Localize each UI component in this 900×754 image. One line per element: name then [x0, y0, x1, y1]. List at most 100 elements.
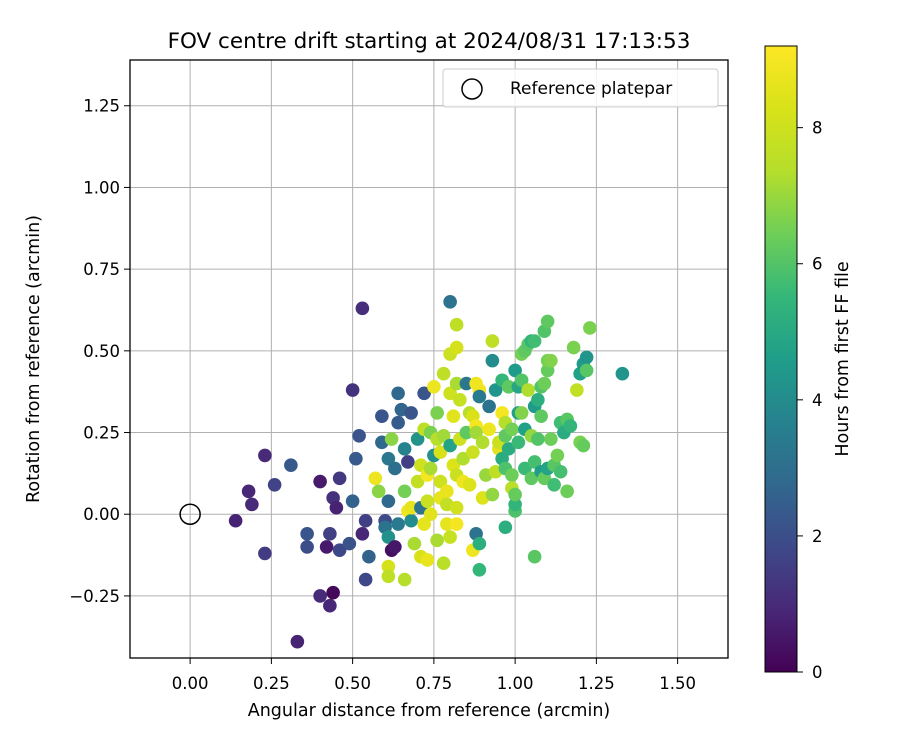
- data-point: [362, 549, 376, 564]
- data-point: [469, 425, 483, 440]
- y-tick-label: −0.25: [69, 587, 120, 606]
- data-point: [430, 533, 444, 548]
- data-point: [456, 451, 470, 466]
- data-point: [397, 442, 412, 456]
- data-point: [267, 478, 282, 492]
- data-point: [433, 445, 448, 459]
- data-point: [511, 435, 526, 450]
- colorbar-label: Hours from first FF file: [833, 261, 853, 456]
- data-point: [388, 461, 402, 476]
- y-tick-label: 0.50: [83, 342, 120, 361]
- colorbar-ticks: 0 2 4 6 8: [797, 119, 823, 682]
- legend-box: [442, 68, 719, 108]
- data-point: [329, 500, 344, 515]
- data-point: [420, 494, 435, 508]
- data-point: [410, 474, 425, 489]
- colorbar: 0 2 4 6 8 Hours from first FF file: [764, 45, 853, 682]
- data-point: [459, 376, 474, 391]
- data-point: [352, 428, 366, 443]
- data-point: [358, 572, 373, 587]
- y-tick-label: 0.25: [83, 424, 120, 443]
- data-point: [472, 562, 487, 577]
- chart-title: FOV centre drift starting at 2024/08/31 …: [168, 29, 691, 54]
- data-point: [560, 484, 574, 499]
- data-point: [284, 458, 298, 473]
- data-point: [508, 497, 522, 512]
- data-point: [381, 494, 396, 508]
- data-point: [313, 474, 327, 489]
- data-point: [375, 409, 389, 423]
- data-point: [449, 376, 464, 391]
- data-point: [579, 350, 594, 365]
- data-point: [323, 598, 337, 613]
- data-point: [332, 471, 347, 486]
- data-point: [443, 438, 457, 453]
- data-point: [433, 474, 448, 489]
- data-point: [570, 383, 584, 397]
- data-point: [313, 589, 327, 603]
- data-point: [540, 314, 555, 329]
- data-point: [446, 409, 461, 423]
- data-point: [563, 419, 578, 433]
- data-point: [443, 386, 457, 401]
- data-point: [501, 442, 516, 456]
- data-point: [423, 507, 438, 522]
- legend: Reference platepar: [442, 68, 719, 108]
- data-point: [544, 353, 558, 368]
- data-point: [537, 376, 552, 391]
- data-point: [401, 455, 415, 469]
- data-point: [485, 334, 500, 348]
- legend-reference-marker: [461, 78, 483, 100]
- data-point: [544, 432, 558, 446]
- data-point: [440, 517, 454, 531]
- plot-frame: [129, 59, 729, 659]
- data-point: [462, 478, 477, 492]
- x-tick-label: 1.25: [578, 674, 615, 693]
- colorbar-gradient: [764, 45, 798, 673]
- data-point: [527, 455, 542, 469]
- data-point: [345, 383, 360, 397]
- data-point: [550, 448, 565, 463]
- data-point: [566, 340, 581, 355]
- data-point: [388, 540, 402, 554]
- data-point: [547, 478, 561, 492]
- x-axis-label: Angular distance from reference (arcmin): [248, 701, 611, 721]
- data-point: [323, 527, 337, 541]
- y-tick-label: 0.00: [83, 505, 120, 524]
- data-point: [449, 317, 464, 332]
- data-point: [449, 340, 464, 355]
- data-point: [397, 572, 412, 587]
- data-point: [258, 546, 272, 561]
- y-tick-label: 0.75: [83, 260, 120, 279]
- data-point: [430, 406, 444, 420]
- data-point: [482, 399, 496, 414]
- data-point: [508, 363, 522, 378]
- data-point: [485, 487, 500, 502]
- data-point: [583, 321, 597, 335]
- data-point: [472, 536, 487, 551]
- data-point: [436, 428, 451, 443]
- data-point: [410, 432, 425, 446]
- data-point: [440, 484, 454, 499]
- data-point: [531, 432, 545, 446]
- data-point: [443, 295, 457, 309]
- data-point: [443, 530, 457, 544]
- data-point: [505, 468, 519, 482]
- colorbar-tick-label: 8: [812, 119, 823, 138]
- data-point: [436, 366, 451, 381]
- data-point: [475, 435, 490, 450]
- y-axis-label: Rotation from reference (arcmin): [24, 215, 44, 503]
- legend-reference-label: Reference platepar: [510, 79, 672, 99]
- data-point: [505, 422, 519, 437]
- data-point: [381, 451, 396, 466]
- data-point: [371, 484, 386, 499]
- data-point: [420, 553, 435, 567]
- data-point: [332, 543, 347, 557]
- data-point: [488, 383, 503, 397]
- data-point: [391, 517, 405, 531]
- data-point: [290, 634, 305, 649]
- data-point: [300, 540, 314, 554]
- colorbar-tick-label: 4: [812, 391, 823, 410]
- y-tick-label: 1.25: [83, 97, 120, 116]
- data-point: [466, 445, 480, 459]
